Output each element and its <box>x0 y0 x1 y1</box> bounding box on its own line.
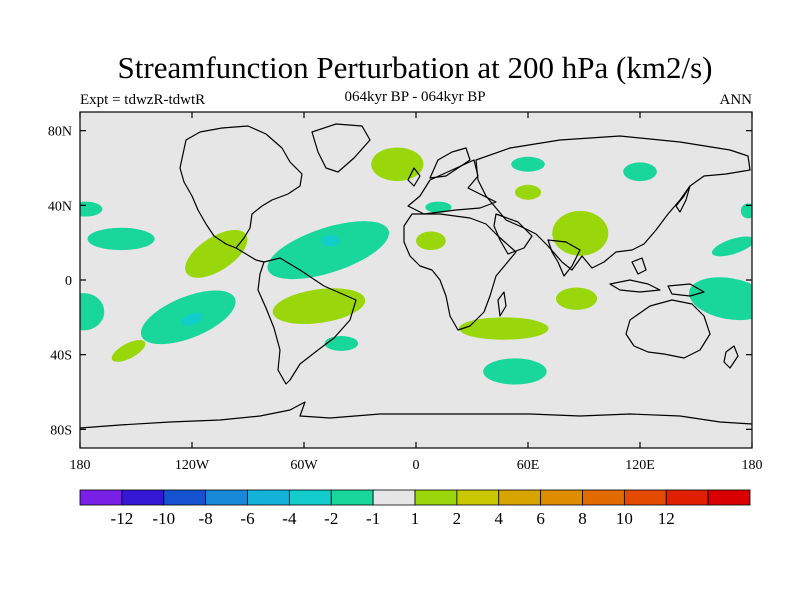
colorbar-label: -10 <box>152 509 175 528</box>
field-region-negative-1 <box>80 201 103 217</box>
season-label: ANN <box>719 92 753 108</box>
colorbar-label: -1 <box>366 509 380 528</box>
lon-tick-label: 120E <box>625 458 655 473</box>
colorbar-label: 2 <box>453 509 462 528</box>
field-region-positive-1 <box>272 288 366 324</box>
field-region-negative-1 <box>740 203 752 219</box>
colorbar-swatch <box>707 489 751 506</box>
field-region-negative-1 <box>689 277 752 321</box>
colorbar-label: 10 <box>616 509 633 528</box>
lat-tick-label: 80N <box>48 125 72 140</box>
colorbar-swatch <box>498 489 542 506</box>
period-label: 064kyr BP - 064kyr BP <box>344 89 486 105</box>
colorbar-swatch <box>79 489 123 506</box>
colorbar-swatch <box>205 489 248 506</box>
colorbar-swatch <box>540 489 583 506</box>
colorbar-swatch <box>247 489 290 506</box>
colorbar-swatch <box>582 489 625 506</box>
colorbar-label: 6 <box>536 509 545 528</box>
colorbar-label: -2 <box>324 509 338 528</box>
colorbar-swatch <box>163 489 207 506</box>
colorbar-swatch <box>665 489 709 506</box>
lon-tick-label: 60W <box>290 458 318 473</box>
field-region-negative-2 <box>320 235 340 247</box>
colorbar-label: -6 <box>240 509 254 528</box>
lat-tick-label: 40N <box>48 199 72 214</box>
coastlines <box>80 123 752 429</box>
field-region-negative-2 <box>181 312 203 326</box>
lon-tick-label: 120W <box>175 458 210 473</box>
field-region-negative-1 <box>511 156 545 172</box>
colorbar-label: 8 <box>578 509 587 528</box>
lat-tick-label: 40S <box>50 349 72 364</box>
axis-ticks: 180 120W 60W 0 60E 120E 180 80N 40N 0 40S 80S <box>48 112 763 473</box>
colorbar-swatch <box>330 489 374 506</box>
field-region-negative-1 <box>483 358 547 385</box>
lon-tick-label: 60E <box>517 458 540 473</box>
colorbar-label: 4 <box>495 509 504 528</box>
colorbar-label: 12 <box>658 509 675 528</box>
lon-tick-label: 180 <box>70 458 91 473</box>
field-region-negative-1 <box>711 236 752 257</box>
field-region-positive-1 <box>556 287 598 310</box>
field-region-positive-1 <box>185 229 248 278</box>
colorbar-swatch <box>372 489 416 506</box>
colorbar-swatch <box>288 489 332 506</box>
field-region-negative-1 <box>623 162 657 182</box>
colorbar-label: 1 <box>411 509 420 528</box>
colorbar: -12 -10 -8 -6 -4 -2 -1 1 2 4 6 8 10 12 <box>79 489 751 528</box>
field-region-positive-1 <box>371 147 424 182</box>
field-region-positive-1 <box>514 184 542 200</box>
colorbar-label: -12 <box>111 509 134 528</box>
field-region-positive-1 <box>416 231 446 251</box>
field-region-negative-1 <box>87 227 155 251</box>
lat-tick-label: 80S <box>50 423 72 438</box>
colorbar-swatch <box>414 489 458 506</box>
contour-fields <box>80 147 752 385</box>
field-region-negative-1 <box>80 293 105 331</box>
lon-tick-label: 0 <box>413 458 420 473</box>
colorbar-label: -8 <box>199 509 213 528</box>
field-region-positive-1 <box>552 210 609 256</box>
lat-tick-label: 0 <box>65 274 72 289</box>
field-region-negative-1 <box>425 201 452 213</box>
lon-tick-label: 180 <box>742 458 763 473</box>
experiment-label: Expt = tdwzR-tdwtR <box>80 92 206 108</box>
plot-title: Streamfunction Perturbation at 200 hPa (… <box>117 50 713 85</box>
colorbar-swatch <box>456 489 500 506</box>
field-region-positive-1 <box>111 339 146 362</box>
field-region-positive-1 <box>458 317 549 340</box>
colorbar-swatch <box>623 489 667 506</box>
field-region-negative-1 <box>267 221 390 280</box>
colorbar-label: -4 <box>282 509 297 528</box>
field-region-negative-1 <box>324 336 359 351</box>
colorbar-swatch <box>121 489 165 506</box>
